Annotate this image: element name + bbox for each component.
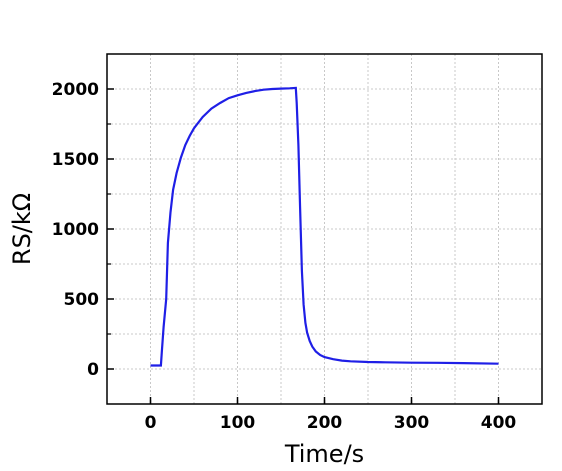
plot-frame (106, 53, 543, 405)
grid-lines (107, 54, 542, 404)
x-tick-labels: 0 100 200 300 400 (145, 413, 517, 433)
x-tick-label: 200 (307, 413, 343, 433)
y-tick-label: 500 (64, 290, 100, 310)
axis-ticks (107, 88, 500, 404)
y-tick-label: 1000 (52, 220, 99, 240)
x-tick-label: 100 (220, 413, 256, 433)
y-tick-label: 2000 (52, 80, 99, 100)
x-axis-title: Time/s (284, 440, 364, 468)
x-tick-label: 400 (481, 413, 517, 433)
y-tick-label: 1500 (52, 150, 99, 170)
series-line (150, 86, 499, 367)
y-axis-title: RS/kΩ (8, 193, 36, 265)
x-tick-label: 0 (145, 413, 157, 433)
y-tick-labels: 0 500 1000 1500 2000 (52, 80, 99, 380)
y-tick-label: 0 (87, 360, 99, 380)
x-tick-label: 300 (394, 413, 430, 433)
